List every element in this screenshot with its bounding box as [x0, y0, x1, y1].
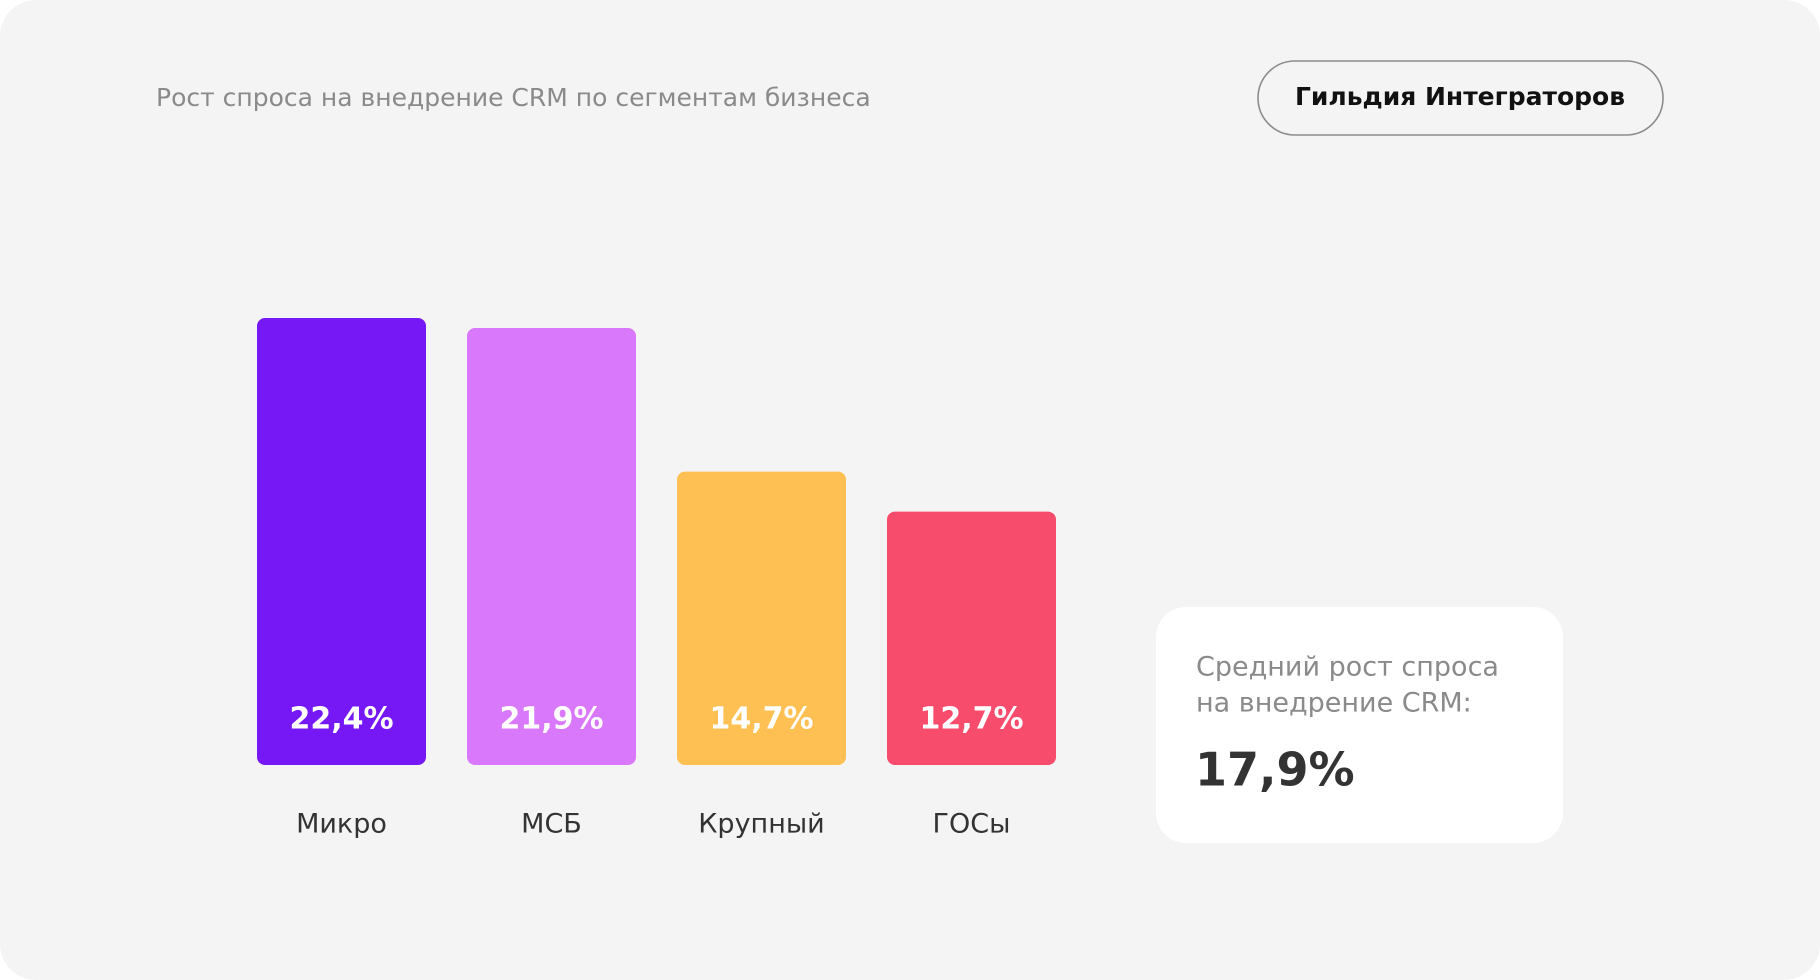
average-text: Средний рост спроса: [1196, 652, 1499, 683]
x-tick-label: МСБ: [521, 809, 582, 840]
value-label: 22,4%: [289, 702, 393, 737]
bar: [677, 471, 846, 765]
source-badge: Гильдия Интеграторов: [1257, 60, 1664, 136]
card: [1156, 607, 1563, 843]
value-label: 12,7%: [919, 702, 1023, 737]
chart-title: Рост спроса на внедрение CRM по сегмента…: [156, 83, 871, 112]
x-tick-label: Микро: [296, 809, 387, 840]
badge-outline: [1257, 60, 1664, 136]
bar: [467, 327, 636, 765]
badge-text: Гильдия Интеграторов: [1295, 82, 1625, 111]
value-label: 14,7%: [709, 702, 813, 737]
value-label: 21,9%: [499, 702, 603, 737]
average-value: 17,9%: [1195, 743, 1355, 797]
x-tick-label: Крупный: [698, 809, 824, 840]
average-text: на внедрение CRM:: [1196, 688, 1472, 719]
x-tick-label: ГОСы: [933, 809, 1011, 840]
bar: [257, 318, 426, 765]
average-card: Средний рост спроса на внедрение CRM: 17…: [1156, 607, 1563, 843]
bar: [887, 511, 1056, 765]
